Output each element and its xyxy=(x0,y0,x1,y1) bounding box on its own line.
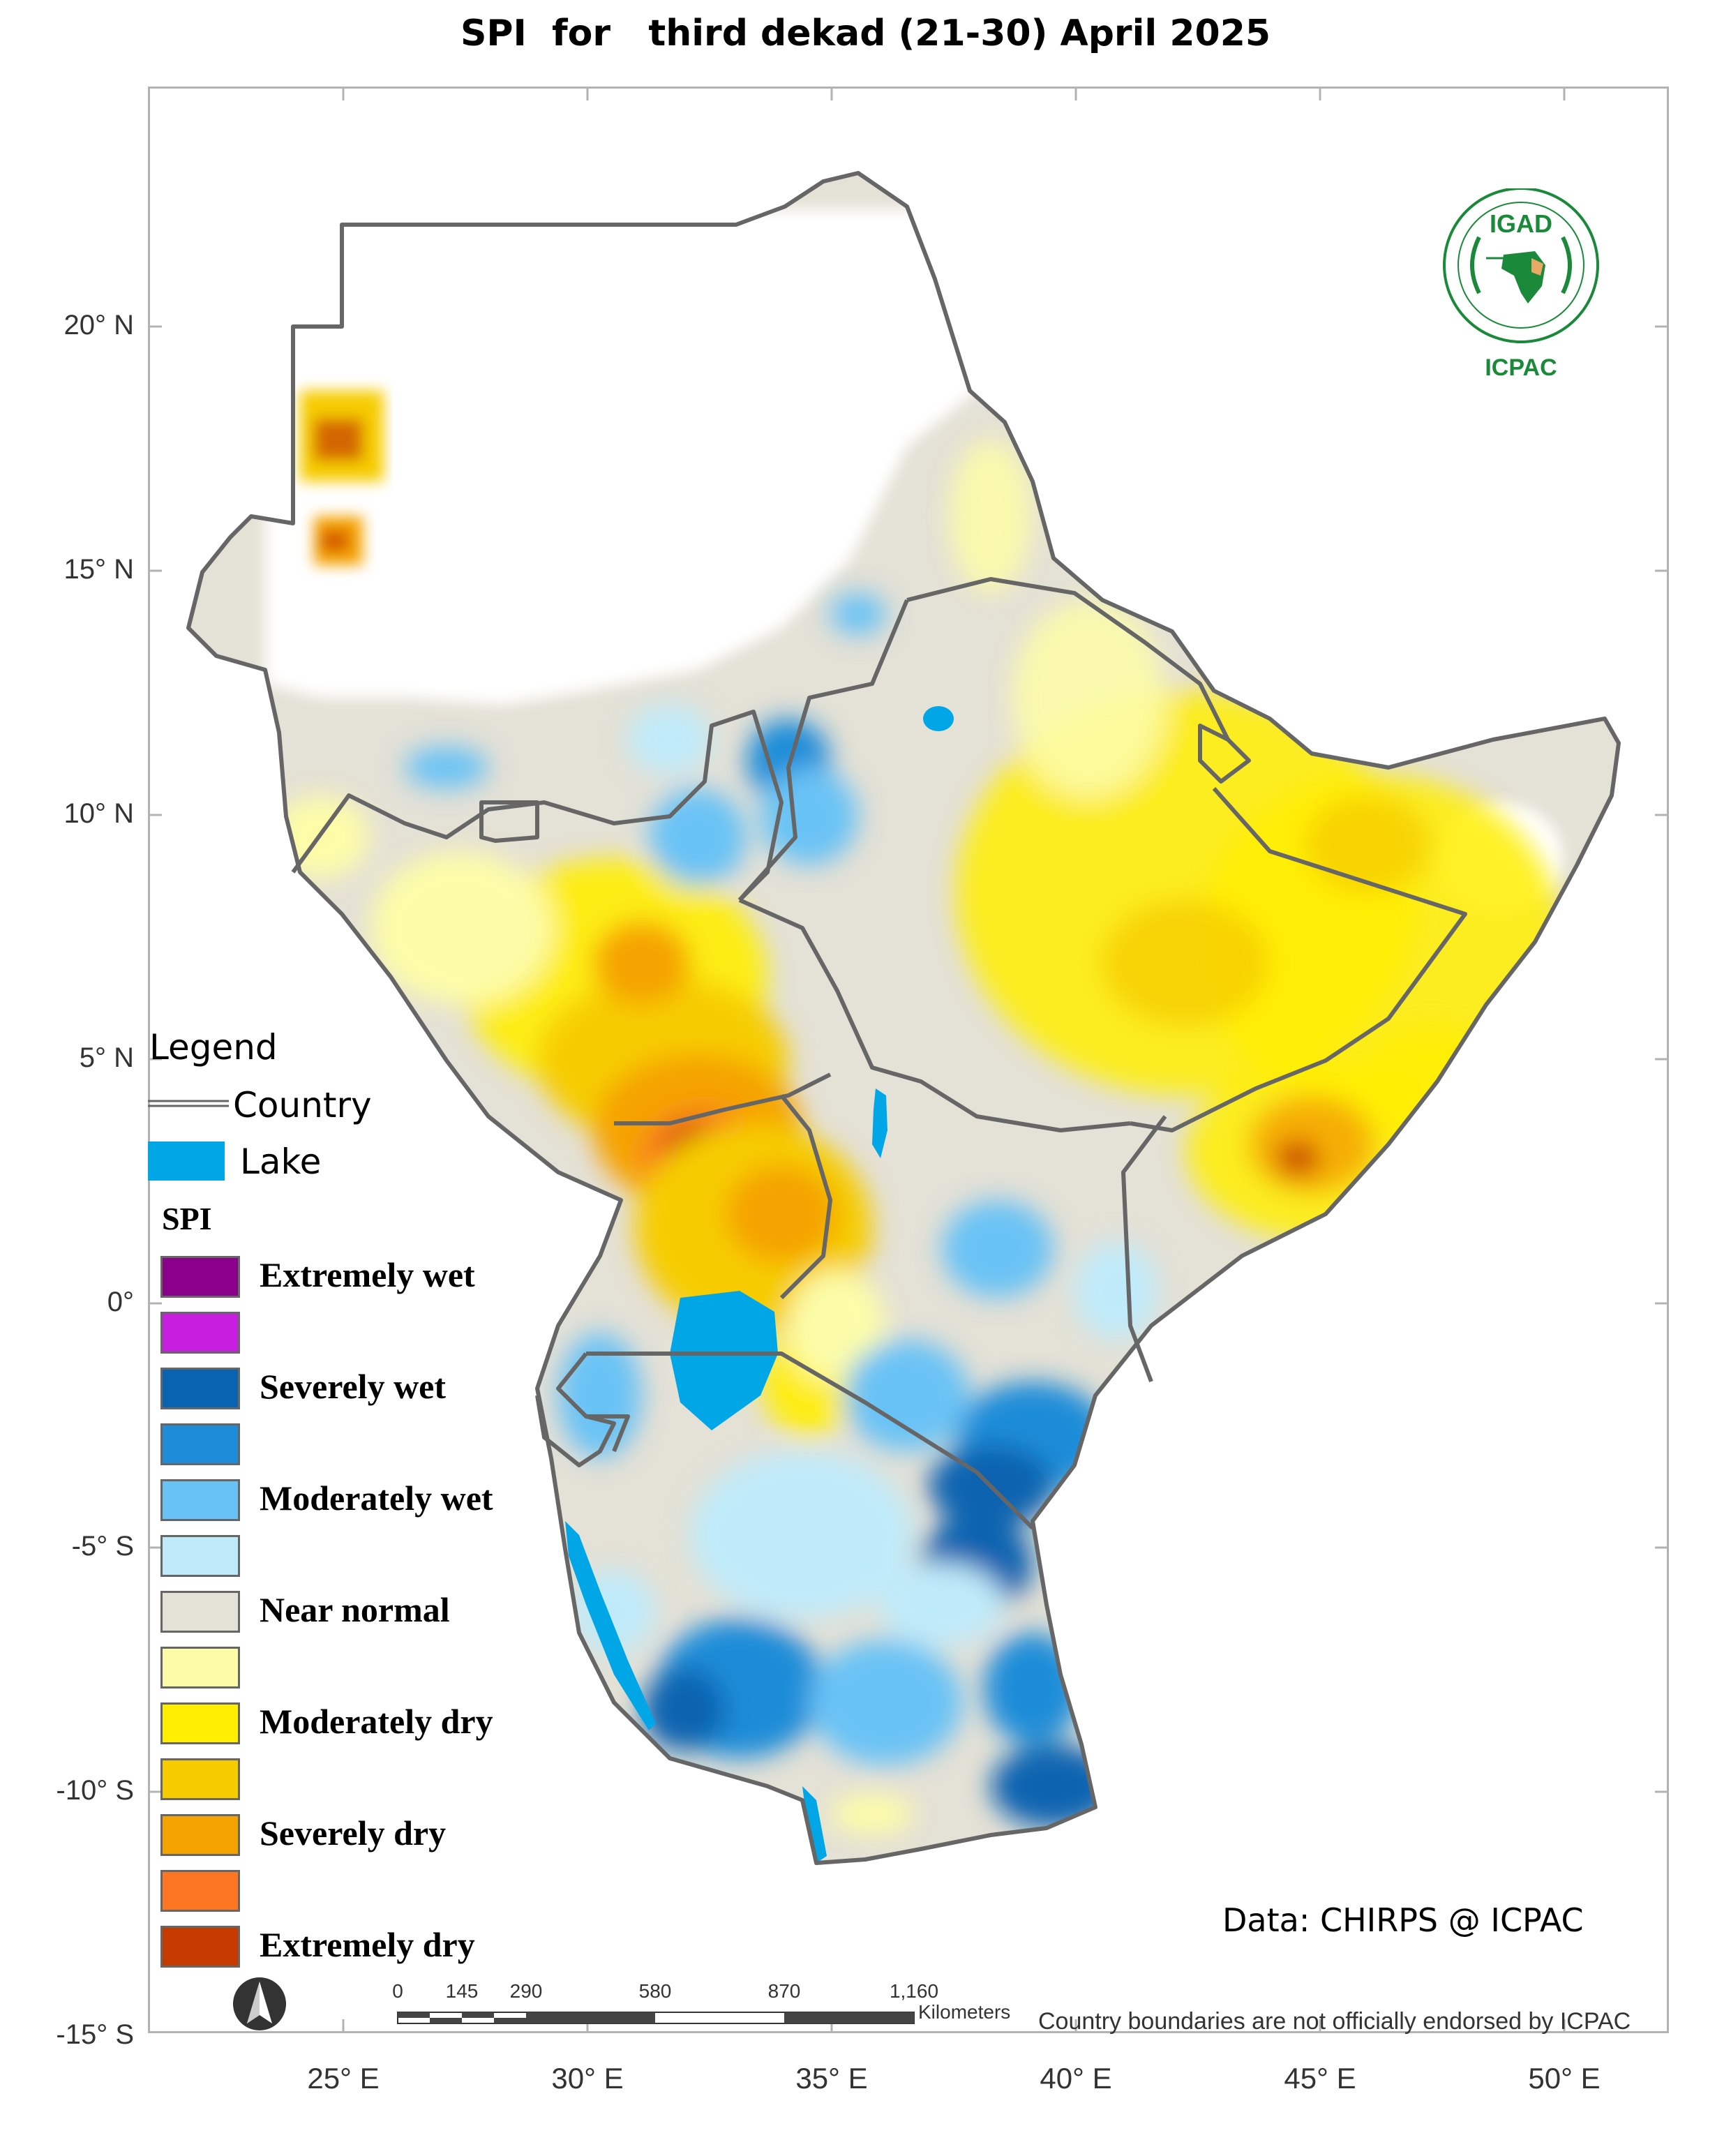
scale-label-580: 580 xyxy=(638,1980,672,2002)
legend-title: Legend xyxy=(149,1027,278,1068)
country-borders xyxy=(188,173,1619,1863)
spi-swatch-11 xyxy=(160,1870,240,1912)
lon-label-45e: 45° E xyxy=(1284,2062,1356,2095)
spi-legend-title: SPI xyxy=(162,1201,212,1236)
scale-label-290: 290 xyxy=(509,1980,543,2002)
spi-swatch-5 xyxy=(160,1535,240,1577)
scale-label-0: 0 xyxy=(392,1980,403,2002)
spi-swatch-4 xyxy=(160,1479,240,1521)
lon-label-40e: 40° E xyxy=(1040,2062,1112,2095)
spi-swatch-8 xyxy=(160,1702,240,1744)
spi-swatch-1 xyxy=(160,1312,240,1354)
spi-swatch-3 xyxy=(160,1423,240,1465)
lat-label-0: 0° xyxy=(107,1287,134,1317)
lake-malawi xyxy=(802,1786,827,1863)
logo-top-text: IGAD xyxy=(1490,209,1552,238)
lat-label-10s: -10° S xyxy=(56,1775,134,1806)
spi-swatch-9 xyxy=(160,1758,240,1800)
spi-label-8: Moderately dry xyxy=(260,1702,493,1741)
lake-victoria xyxy=(670,1291,778,1430)
data-credit: Data: CHIRPS @ ICPAC xyxy=(1222,1901,1584,1939)
spi-label-6: Near normal xyxy=(260,1590,450,1629)
lat-label-15n: 15° N xyxy=(63,554,135,585)
spi-swatch-6 xyxy=(160,1591,240,1633)
spi-swatch-12 xyxy=(160,1926,240,1968)
boundary-disclaimer: Country boundaries are not officially en… xyxy=(1038,2008,1631,2035)
lat-label-5s: -5° S xyxy=(71,1531,134,1562)
spi-swatch-7 xyxy=(160,1647,240,1689)
spi-swatch-0 xyxy=(160,1256,240,1298)
spi-label-4: Moderately wet xyxy=(260,1478,493,1518)
legend-lake-label: Lake xyxy=(240,1141,322,1182)
lon-label-50e: 50° E xyxy=(1528,2062,1601,2095)
logo-bottom-text: ICPAC xyxy=(1485,354,1557,381)
lat-label-10n: 10° N xyxy=(63,798,135,829)
scale-label-870: 870 xyxy=(767,1980,801,2002)
spi-swatch-10 xyxy=(160,1814,240,1856)
spi-label-0: Extremely wet xyxy=(260,1255,475,1294)
north-arrow-icon xyxy=(233,1977,286,2030)
spi-label-2: Severely wet xyxy=(260,1367,447,1406)
lon-label-35e: 35° E xyxy=(795,2062,868,2095)
spi-label-12: Extremely dry xyxy=(260,1925,475,1964)
scale-unit: Kilometers xyxy=(918,2001,1011,2023)
scale-label-1160: 1,160 xyxy=(889,1980,939,2002)
lake-swatch xyxy=(148,1141,225,1181)
legend-country-label: Country xyxy=(233,1085,372,1125)
lat-label-20n: 20° N xyxy=(63,310,135,340)
spi-swatch-2 xyxy=(160,1368,240,1409)
scale-label-145: 145 xyxy=(445,1980,479,2002)
lat-label-5n: 5° N xyxy=(79,1042,134,1073)
lake-tanganyika xyxy=(565,1521,656,1730)
lake-turkana xyxy=(872,1088,887,1158)
lat-label-15s: -15° S xyxy=(56,2019,134,2050)
lake-tana xyxy=(923,706,954,731)
spi-label-10: Severely dry xyxy=(260,1813,447,1852)
igad-logo xyxy=(1443,188,1599,343)
lon-label-25e: 25° E xyxy=(307,2062,380,2095)
map-title: SPI for third dekad (21-30) April 2025 xyxy=(460,13,1271,54)
lon-label-30e: 30° E xyxy=(551,2062,624,2095)
scale-bar xyxy=(397,2012,915,2024)
country-line-icon xyxy=(148,1100,229,1107)
